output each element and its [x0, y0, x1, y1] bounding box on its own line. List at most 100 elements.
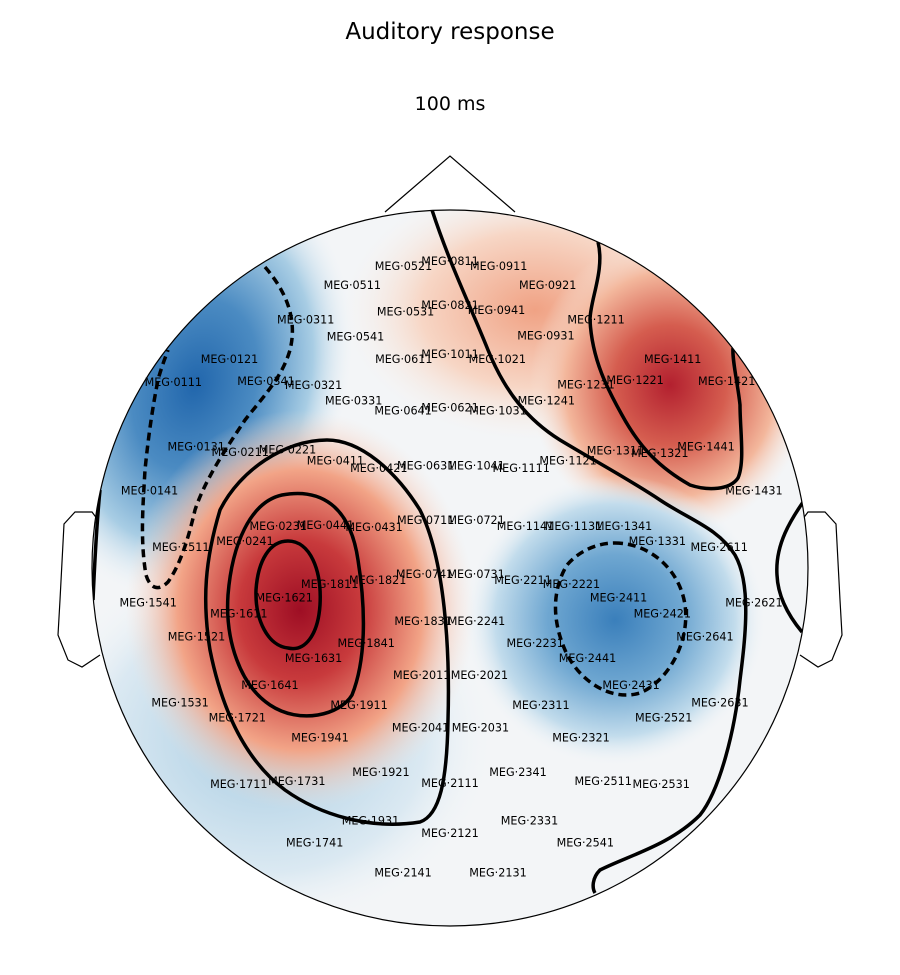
sensor-label: MEG·1931 — [342, 814, 399, 827]
sensor-label: MEG·1741 — [286, 837, 343, 850]
sensor-label: MEG·1611 — [210, 608, 267, 621]
sensor-label: MEG·0331 — [325, 395, 382, 408]
sensor-label: MEG·0921 — [519, 279, 576, 292]
sensor-label: MEG·2041 — [392, 721, 449, 734]
contour-positive-left-outer — [225, 491, 366, 718]
sensor-label: MEG·0641 — [374, 405, 431, 418]
sensor-label: MEG·1141 — [497, 520, 554, 533]
sensor-label: MEG·2421 — [634, 608, 691, 621]
sensor-label: MEG·1621 — [255, 591, 312, 604]
sensor-label: MEG·1921 — [352, 766, 409, 779]
sensor-label: MEG·1911 — [330, 699, 387, 712]
sensor-label: MEG·1131 — [545, 520, 602, 533]
contour-negative-right — [553, 541, 688, 697]
contour-positive-right — [588, 241, 744, 491]
sensor-label: MEG·0541 — [327, 331, 384, 344]
sensor-label: MEG·2431 — [602, 679, 659, 692]
sensor-label: MEG·2641 — [676, 631, 733, 644]
sensor-label: MEG·1231 — [557, 378, 614, 391]
sensor-label: MEG·2531 — [632, 778, 689, 791]
contours — [92, 210, 808, 894]
sensor-label: MEG·2241 — [448, 615, 505, 628]
sensor-label: MEG·1521 — [168, 631, 225, 644]
sensor-label: MEG·0441 — [297, 519, 354, 532]
sensor-label: MEG·2131 — [469, 867, 526, 880]
sensor-label: MEG·1841 — [337, 637, 394, 650]
sensor-label: MEG·1031 — [469, 405, 526, 418]
sensor-label: MEG·2511 — [574, 775, 631, 788]
sensor-label: MEG·0941 — [468, 304, 525, 317]
sensor-label: MEG·2221 — [543, 578, 600, 591]
left-ear-outline — [57, 511, 101, 668]
sensor-label: MEG·0311 — [277, 314, 334, 327]
blue-right-blob — [465, 475, 765, 765]
sensor-label: MEG·1331 — [629, 535, 686, 548]
contour-negative-left — [140, 265, 295, 590]
sensor-label: MEG·0241 — [216, 535, 273, 548]
sensor-label: MEG·1831 — [394, 615, 451, 628]
sensor-label: MEG·1341 — [595, 520, 652, 533]
sensor-label: MEG·0141 — [121, 485, 178, 498]
sensor-label: MEG·2011 — [393, 669, 450, 682]
sensor-label: MEG·1541 — [119, 596, 176, 609]
sensor-label: MEG·2331 — [501, 814, 558, 827]
sensor-label: MEG·2341 — [489, 766, 546, 779]
sensor-label: MEG·0341 — [237, 375, 294, 388]
nose-outline — [384, 155, 516, 213]
sensor-label: MEG·1311 — [587, 445, 644, 458]
sensor-label: MEG·0611 — [375, 353, 432, 366]
sensor-label: MEG·0621 — [421, 402, 478, 415]
negative-contours — [140, 265, 688, 697]
sensor-label: MEG·0721 — [447, 514, 504, 527]
sensor-label: MEG·0911 — [470, 260, 527, 273]
sensor-label: MEG·0111 — [145, 376, 202, 389]
sensor-label: MEG·0521 — [375, 260, 432, 273]
sensor-label: MEG·0821 — [421, 299, 478, 312]
sensor-label: MEG·1111 — [492, 462, 549, 475]
sensor-label: MEG·2541 — [557, 837, 614, 850]
sensor-label: MEG·0811 — [421, 255, 478, 268]
sensor-label: MEG·1431 — [725, 485, 782, 498]
time-label: 100 ms — [415, 93, 486, 115]
sensor-label: MEG·0931 — [517, 330, 574, 343]
sensor-label: MEG·1021 — [469, 353, 526, 366]
sensor-label: MEG·2631 — [691, 696, 748, 709]
sensor-label: MEG·2121 — [421, 827, 478, 840]
sensor-label: MEG·0741 — [396, 568, 453, 581]
sensor-label: MEG·0231 — [249, 520, 306, 533]
sensor-label: MEG·0731 — [447, 568, 504, 581]
sensor-label: MEG·0321 — [285, 379, 342, 392]
sensor-label: MEG·0411 — [307, 455, 364, 468]
sensor-label: MEG·2211 — [494, 574, 551, 587]
sensor-label: MEG·2521 — [635, 711, 692, 724]
sensor-label: MEG·1211 — [567, 314, 624, 327]
sensor-label: MEG·1421 — [698, 375, 755, 388]
sensor-label: MEG·1321 — [631, 447, 688, 460]
sensor-label: MEG·1811 — [301, 578, 358, 591]
sensor-label: MEG·1441 — [677, 440, 734, 453]
sensor-label: MEG·2611 — [690, 541, 747, 554]
sensor-label: MEG·1711 — [210, 778, 267, 791]
sensor-label: MEG·2031 — [452, 721, 509, 734]
sensor-label: MEG·2231 — [506, 637, 563, 650]
sensor-label: MEG·2411 — [590, 591, 647, 604]
sensor-label: MEG·0121 — [201, 353, 258, 366]
figure-title: Auditory response — [345, 19, 554, 45]
sensor-label: MEG·2021 — [451, 669, 508, 682]
sensor-label: MEG·1731 — [268, 775, 325, 788]
sensor-label: MEG·0711 — [397, 514, 454, 527]
contour-zero-left-loop — [203, 438, 451, 826]
red-left-blob — [125, 410, 475, 810]
sensor-label: MEG·0421 — [350, 462, 407, 475]
sensor-label: MEG·0221 — [259, 444, 316, 457]
sensor-label: MEG·1011 — [421, 348, 478, 361]
sensor-label: MEG·0431 — [345, 521, 402, 534]
sensor-label: MEG·1241 — [518, 395, 575, 408]
contour-positive-left-inner — [254, 539, 322, 651]
sensor-label: MEG·1821 — [349, 574, 406, 587]
sensor-label: MEG·1511 — [152, 541, 209, 554]
sensor-label: MEG·0631 — [397, 460, 454, 473]
sensor-label: MEG·1641 — [241, 679, 298, 692]
